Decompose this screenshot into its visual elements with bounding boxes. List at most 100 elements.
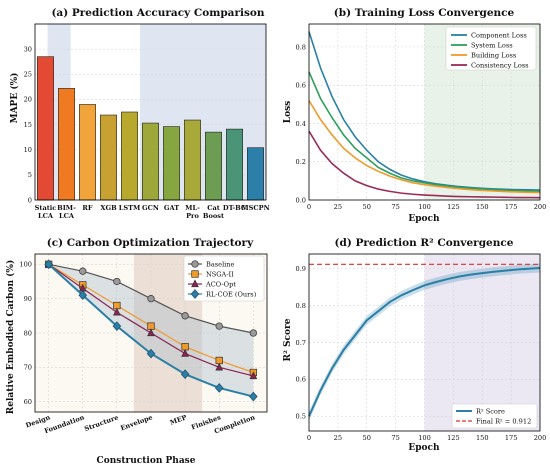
x-tick-label: Static LCA [35,204,57,220]
y-tick-label: 10 [24,146,32,154]
legend-box [183,255,265,302]
legend: Baseline NSGA-II ACO-Opt RL-COE (Ours) [183,255,265,302]
panel-d: (d) Prediction R² Convergence 0.5 0.6 0.7 0… [283,237,546,453]
plot-frame [34,253,268,413]
bar [58,88,75,201]
y-tick-label: 60 [24,398,32,406]
legend-label: NSGA-II [206,270,234,278]
panel-b-title: (b) Training Loss Convergence [334,7,515,19]
plot-frame [308,253,541,432]
bar [142,122,159,201]
bar [163,126,180,201]
x-tick-label: 200 [534,434,547,442]
y-tick-label: 0.7 [296,339,307,347]
data-point [215,322,223,330]
legend-label: RL-COE (Ours) [206,290,257,298]
data-point [214,383,224,393]
bar [247,147,264,201]
y-tick-label: 0.5 [296,413,307,421]
series-line [308,130,541,199]
data-point [191,270,199,278]
legend-label: Consistency Loss [471,61,529,69]
data-point [147,328,155,337]
panel-c-ylabel: Relative Embodied Carbon (%) [5,260,16,414]
legend: R² Score Final R² = 0.912 [451,403,538,429]
data-point [181,312,189,320]
x-tick-label: 50 [363,203,371,211]
data-point [180,369,190,380]
legend-label: ACO-Opt [205,280,236,288]
legend-label: Final R² = 0.912 [476,417,531,425]
panel-b-xlabel: Epoch [408,214,440,224]
y-tick-label: 15 [24,121,32,129]
y-tick-label: 0.6 [296,82,307,90]
data-point [181,349,189,357]
data-point [78,290,88,301]
data-point [113,307,121,316]
data-point [79,267,87,275]
y-tick-label: 30 [24,45,32,53]
legend-label: Baseline [206,260,235,268]
x-tick-label: 25 [334,203,342,211]
x-tick-label: Structure [83,413,119,433]
series-line [308,100,541,194]
legend-box [445,26,537,71]
data-point [113,277,121,286]
bar [79,104,96,201]
x-tick-label: 200 [534,203,547,211]
y-tick-label: 0.6 [296,376,307,384]
x-tick-label: 0 [307,203,311,211]
x-tick-label: 175 [505,434,518,442]
y-tick-label: 25 [24,71,32,79]
y-tick-label: 80 [24,329,32,337]
data-point [249,371,258,380]
shade-region [140,24,266,200]
y-tick-label: 0.2 [296,158,307,166]
panel-c: (c) Carbon Optimization Trajectory 60 70 8… [5,237,268,466]
panel-d-xlabel: Epoch [408,443,440,453]
data-point [249,329,258,337]
data-point [112,321,122,331]
series-line [308,31,541,191]
bar [226,128,243,201]
legend-box [451,403,538,429]
y-tick-label: 70 [24,364,32,372]
plot-frame [34,23,267,201]
x-tick-label: 50 [363,434,371,442]
legend-label: Component Loss [471,31,527,39]
x-tick-label: 0 [307,434,311,442]
data-point [146,348,156,359]
x-tick-label: MSCPN [241,204,269,212]
y-tick-label: 5 [28,171,32,179]
panel-c-xlabel: Construction Phase [97,456,196,466]
bar [184,119,201,201]
y-tick-label: 90 [24,295,32,303]
panel-a: (a) Prediction Accuracy Comparison 0 5 10 1… [9,7,270,220]
x-tick-label: GAT [164,204,179,212]
x-tick-label: GCN [142,204,159,212]
x-tick-label: RF [82,204,92,212]
x-tick-label: 75 [391,434,399,442]
y-tick-label: 0.4 [296,120,307,128]
x-tick-label: 150 [476,434,489,442]
x-tick-label: Cat Boost [203,204,225,220]
x-tick-label: 100 [418,203,431,211]
y-tick-label: 0.8 [296,43,307,51]
data-point [44,259,53,270]
x-tick-label: 100 [418,434,431,442]
bar [121,111,138,201]
legend-label: Building Loss [471,51,517,59]
panel-a-ylabel: MAPE (%) [9,73,20,124]
x-tick-label: LSTM [119,204,141,212]
panel-c-title: (c) Carbon Optimization Trajectory [47,237,254,249]
bar [205,131,222,201]
data-point [215,362,224,371]
x-tick-label: 25 [334,434,342,442]
data-point [249,391,258,402]
panel-b: (b) Training Loss Convergence 0.0 0.2 0.4 0… [283,7,546,224]
x-tick-label: DT-BC [223,204,246,212]
data-point [191,260,199,268]
legend-label: System Loss [471,41,513,49]
x-tick-label: ML-Pro [185,204,200,220]
